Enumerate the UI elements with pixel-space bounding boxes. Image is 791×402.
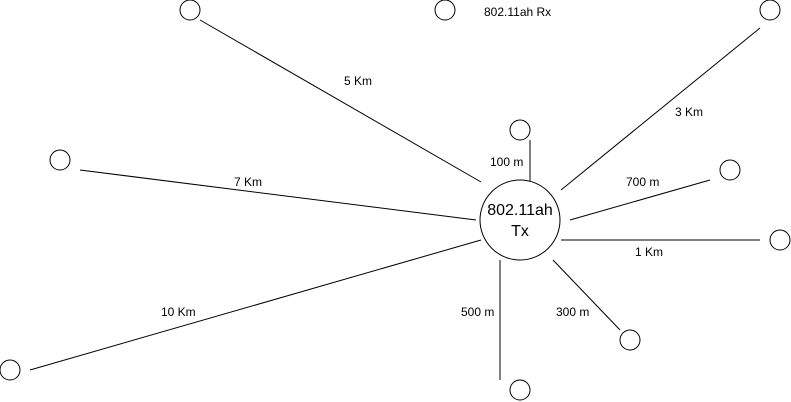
rx-node-far-right	[769, 229, 791, 251]
link-label-700m: 700 m	[626, 175, 659, 189]
link-line-3km	[560, 27, 761, 191]
rx-node-right	[719, 159, 741, 181]
link-line-700m	[569, 179, 711, 221]
rx-node-top-left	[179, 0, 201, 21]
link-label-3km: 3 Km	[675, 105, 703, 119]
link-label-300m: 300 m	[556, 305, 589, 319]
tx-label-line1: 802.11ah	[487, 202, 553, 219]
link-line-5km	[199, 19, 482, 183]
rx-node-bottom-left	[0, 359, 21, 381]
link-line-7km	[79, 169, 477, 221]
link-label-1km: 1 Km	[635, 245, 663, 259]
link-label-10km: 10 Km	[161, 305, 196, 319]
rx-node-left	[49, 149, 71, 171]
link-line-10km	[29, 239, 482, 371]
rx-legend-label: 802.11ah Rx	[484, 5, 551, 19]
rx-node-top-right	[759, 0, 781, 21]
rx-node-lower-right	[619, 329, 641, 351]
rx-node-bottom	[509, 379, 531, 401]
tx-node	[479, 179, 561, 261]
rx-node-near-top	[509, 119, 531, 141]
link-label-5km: 5 Km	[344, 74, 372, 88]
link-label-100m: 100 m	[490, 155, 523, 169]
link-line-300m	[552, 259, 621, 331]
link-label-500m: 500 m	[461, 305, 494, 319]
link-label-7km: 7 Km	[234, 175, 262, 189]
rx-node-top-center	[434, 0, 456, 21]
tx-label-line2: Tx	[511, 223, 529, 240]
